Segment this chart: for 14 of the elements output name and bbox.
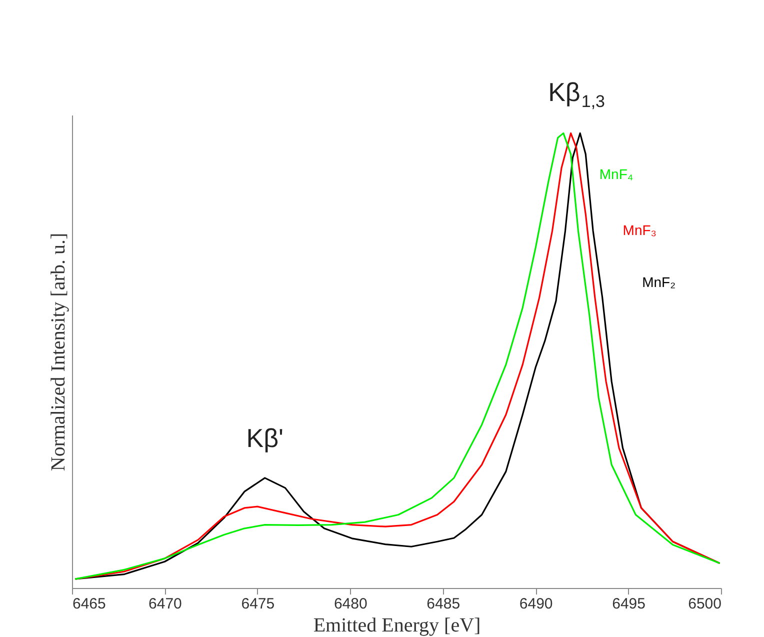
x-tick-label: 6490	[519, 596, 553, 612]
x-tick-label: 6475	[241, 596, 275, 612]
x-tick-label: 6470	[148, 596, 182, 612]
x-tick-label: 6485	[426, 596, 460, 612]
x-axis-title: Emitted Energy [eV]	[313, 614, 481, 636]
series-label: MnF₄	[599, 166, 634, 182]
y-axis-title: Normalized Intensity [arb. u.]	[48, 232, 70, 472]
x-tick-label: 6500	[688, 596, 722, 612]
text: MnF₂	[642, 274, 676, 290]
x-tick-label: 6495	[612, 596, 646, 612]
text: MnF₃	[622, 222, 657, 238]
x-tick-label: 6465	[72, 596, 106, 612]
x-tick-label: 6480	[334, 596, 368, 612]
annotation: Kβ'	[246, 422, 284, 453]
